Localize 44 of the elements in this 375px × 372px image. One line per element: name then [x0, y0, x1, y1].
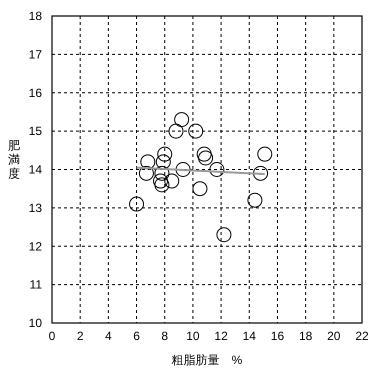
point: [257, 146, 272, 162]
point: [196, 146, 212, 162]
x-tick-label: 2: [76, 329, 84, 343]
y-tick-label: 13: [28, 200, 42, 215]
point: [174, 112, 190, 128]
point: [188, 124, 204, 139]
y-tick-label: 11: [30, 278, 42, 292]
y-tick-label: 10: [28, 316, 42, 330]
x-tick-label: 14: [242, 329, 256, 343]
x-tick-label: 18: [298, 329, 313, 343]
y-tick-label: 15: [28, 124, 42, 138]
x-tick-label: 10: [186, 329, 200, 343]
point: [192, 181, 208, 196]
y-tick-label: 16: [28, 86, 42, 100]
point: [168, 124, 184, 139]
x-tick-label: 6: [133, 329, 140, 343]
y-axis-title: 肥満度: [8, 138, 20, 180]
x-tick-label: 20: [327, 329, 341, 343]
point: [209, 162, 224, 177]
point: [154, 166, 170, 181]
point: [176, 162, 191, 177]
y-tick-label: 12: [28, 239, 42, 254]
point: [253, 166, 268, 181]
point: [198, 150, 214, 166]
y-tick-label: 17: [28, 47, 42, 62]
point: [140, 154, 156, 170]
y-tick-label: 18: [28, 9, 42, 23]
point: [247, 192, 262, 208]
x-tick-label: 4: [105, 329, 112, 343]
x-tick-label: 12: [214, 329, 228, 343]
point: [129, 196, 144, 212]
point: [154, 177, 170, 192]
x-tick-label: 22: [355, 329, 369, 343]
point: [164, 174, 180, 189]
x-tick-label: 8: [161, 329, 168, 343]
y-tick-label: 14: [28, 162, 42, 176]
point: [153, 174, 168, 189]
x-axis-title: 粗脂肪量 %: [172, 353, 243, 367]
x-tick-label: 0: [48, 329, 56, 343]
point: [138, 166, 154, 181]
point: [157, 146, 172, 162]
point: [156, 154, 171, 170]
point: [216, 227, 232, 242]
x-tick-label: 16: [270, 329, 284, 343]
